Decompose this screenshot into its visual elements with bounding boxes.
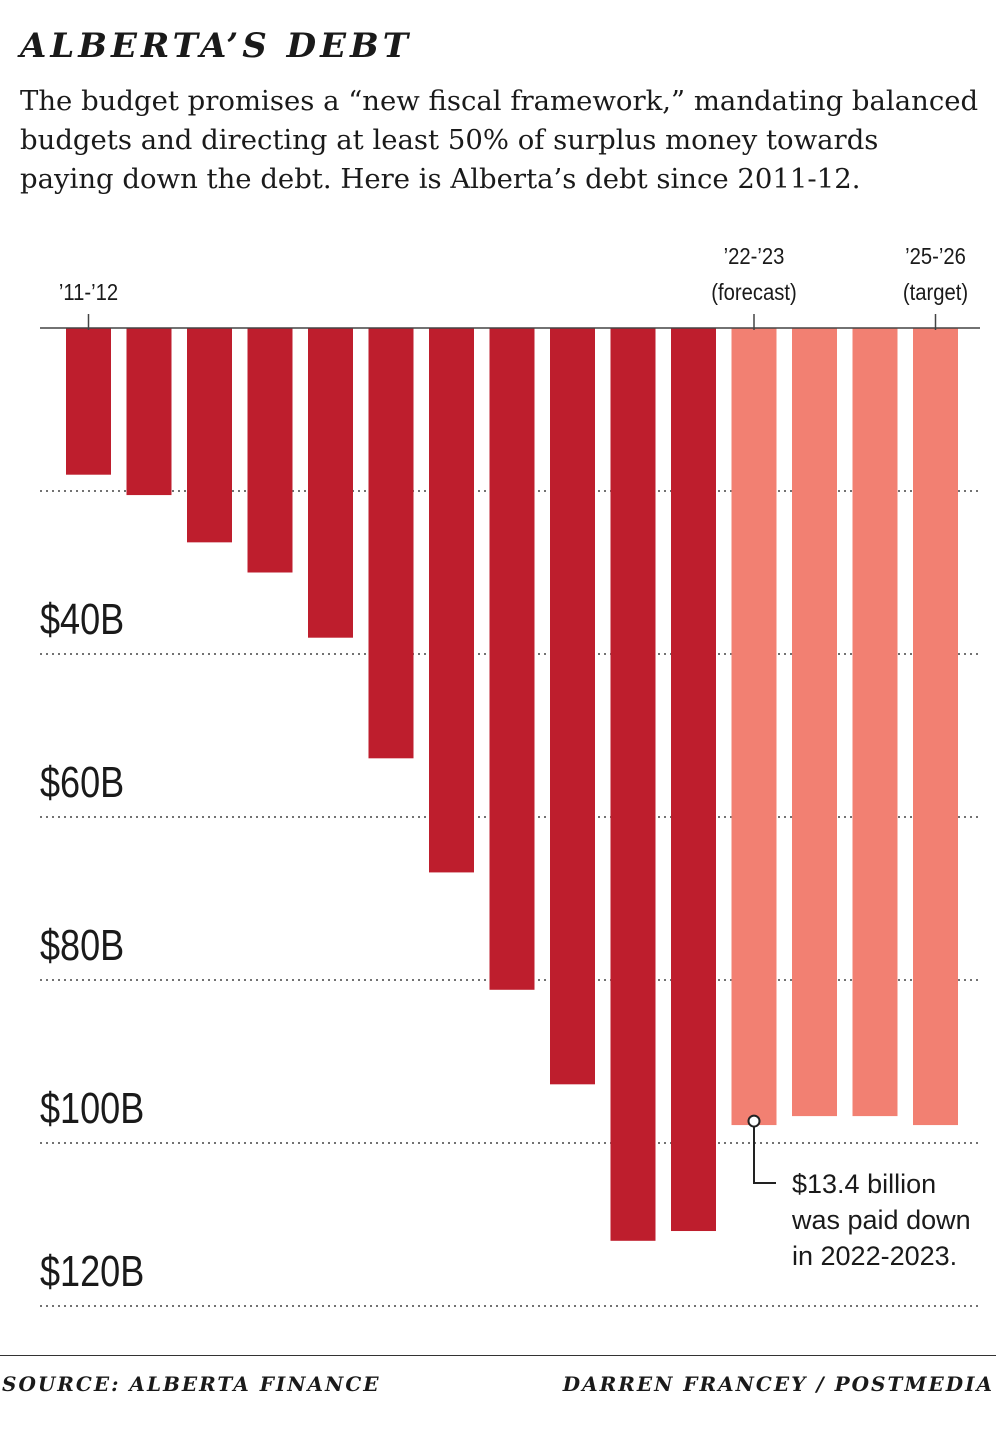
bar-actual <box>610 328 656 1241</box>
bar-actual <box>368 328 414 759</box>
x-axis-label: ’25-’26 <box>905 243 966 270</box>
chart-subtitle: The budget promises a “new fiscal framew… <box>20 85 979 195</box>
y-tick-label: $80B <box>40 921 124 970</box>
bar-projected <box>792 328 837 1117</box>
source-credit: SOURCE: ALBERTA FINANCE <box>2 1372 381 1396</box>
byline-credit: DARREN FRANCEY / POSTMEDIA <box>562 1372 994 1396</box>
bar-actual <box>66 328 111 475</box>
bar-actual <box>247 328 293 573</box>
x-axis-label: (target) <box>903 279 968 306</box>
y-tick-label: $120B <box>40 1247 144 1296</box>
bar-actual <box>671 328 716 1232</box>
bar-projected <box>852 328 898 1117</box>
x-axis-label: (forecast) <box>711 279 796 306</box>
bar-projected <box>731 328 777 1126</box>
annotation-text: in 2022-2023. <box>792 1241 957 1271</box>
y-tick-label: $60B <box>40 758 124 807</box>
annotation-leader-line <box>753 1121 776 1184</box>
annotation-marker <box>747 1114 761 1128</box>
x-axis-label: ’11-’12 <box>59 279 118 306</box>
bar-actual <box>489 328 535 990</box>
annotation-text: $13.4 billion <box>792 1169 936 1199</box>
bar-actual <box>308 328 353 638</box>
bar-actual <box>126 328 172 496</box>
y-tick-label: $100B <box>40 1084 144 1133</box>
debt-bar-chart: $40B $60B $80B $100B $120B ’11-’12 ’22-’23 (for… <box>40 243 980 1307</box>
chart-title: ALBERTA’S DEBT <box>20 26 413 66</box>
x-axis-label: ’22-’23 <box>724 243 785 270</box>
bar-projected <box>913 328 958 1126</box>
bar-actual <box>187 328 232 543</box>
bar-actual <box>550 328 595 1085</box>
y-tick-label: $40B <box>40 595 124 644</box>
bar-actual <box>429 328 474 873</box>
footer-divider <box>0 1355 996 1356</box>
annotation-text: was paid down <box>791 1205 971 1235</box>
